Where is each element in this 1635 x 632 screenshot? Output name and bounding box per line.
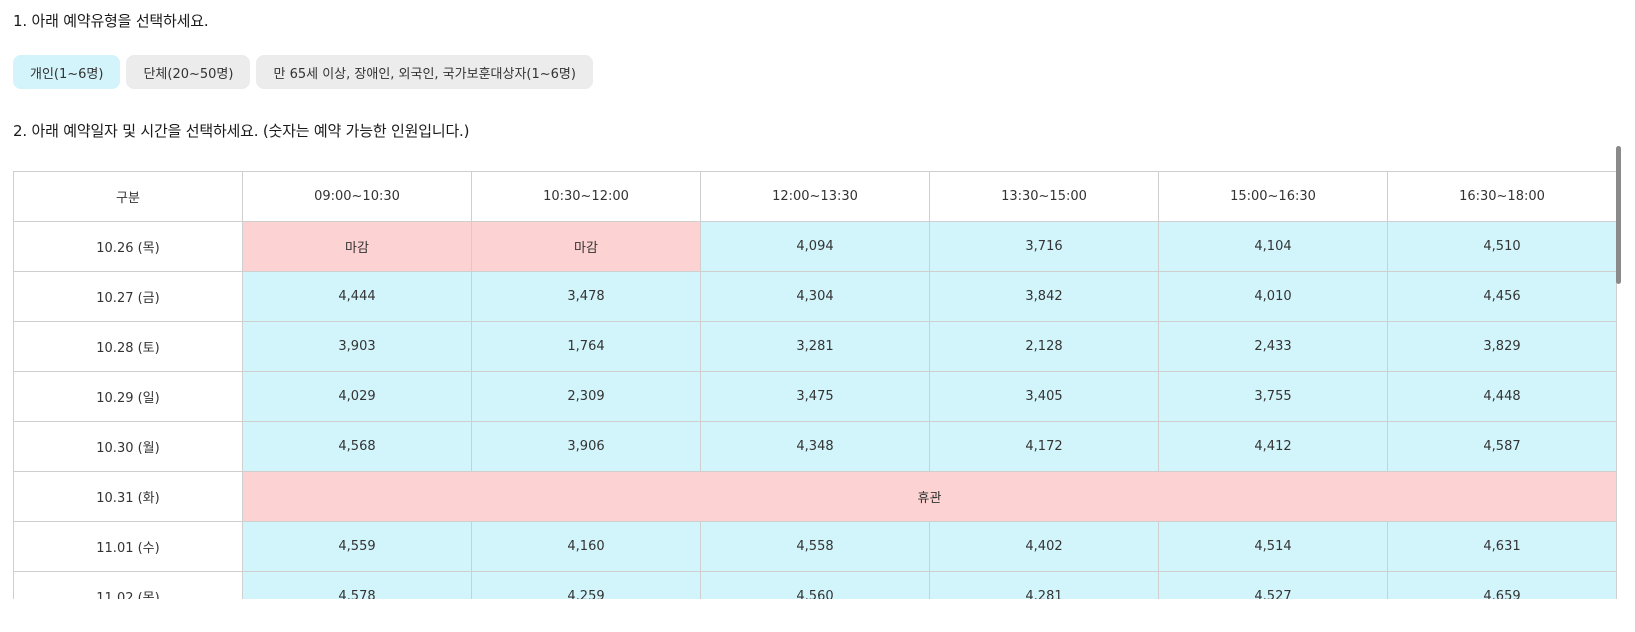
header-slot: 09:00~10:30 [242,171,472,222]
slot-available-cell[interactable]: 4,578 [242,571,472,599]
slot-available-cell[interactable]: 3,716 [929,221,1159,272]
header-slot: 15:00~16:30 [1158,171,1388,222]
slot-available-cell[interactable]: 4,402 [929,521,1159,572]
slot-available-cell[interactable]: 4,558 [700,521,930,572]
slot-available-cell[interactable]: 4,631 [1387,521,1617,572]
header-slot: 16:30~18:00 [1387,171,1617,222]
slot-available-cell[interactable]: 4,412 [1158,421,1388,472]
table-row: 10.27 (금) 4,444 3,478 4,304 3,842 4,010 4,456 [13,271,1617,322]
slot-available-cell[interactable]: 4,568 [242,421,472,472]
reservation-type-group: 개인(1~6명) 단체(20~50명) 만 65세 이상, 장애인, 외국인, … [13,55,593,89]
slot-available-cell[interactable]: 3,281 [700,321,930,372]
row-date: 10.27 (금) [13,271,243,322]
slot-available-cell[interactable]: 4,587 [1387,421,1617,472]
table-row: 10.30 (월) 4,568 3,906 4,348 4,172 4,412 4,587 [13,421,1617,472]
row-date: 10.28 (토) [13,321,243,372]
schedule-table: 구분 09:00~10:30 10:30~12:00 12:00~13:30 1… [13,171,1617,599]
header-slot: 13:30~15:00 [929,171,1159,222]
slot-available-cell[interactable]: 4,560 [700,571,930,599]
slot-available-cell[interactable]: 4,160 [471,521,701,572]
type-priority-button[interactable]: 만 65세 이상, 장애인, 외국인, 국가보훈대상자(1~6명) [256,55,593,89]
slot-available-cell[interactable]: 3,478 [471,271,701,322]
slot-available-cell[interactable]: 4,029 [242,371,472,422]
slot-available-cell[interactable]: 3,906 [471,421,701,472]
step1-title: 1. 아래 예약유형을 선택하세요. [13,12,209,30]
slot-available-cell[interactable]: 4,304 [700,271,930,322]
slot-available-cell[interactable]: 4,659 [1387,571,1617,599]
slot-available-cell[interactable]: 1,764 [471,321,701,372]
table-row: 11.01 (수) 4,559 4,160 4,558 4,402 4,514 4,631 [13,521,1617,572]
slot-available-cell[interactable]: 3,829 [1387,321,1617,372]
slot-available-cell[interactable]: 4,514 [1158,521,1388,572]
type-group-button[interactable]: 단체(20~50명) [126,55,251,89]
slot-available-cell[interactable]: 3,903 [242,321,472,372]
slot-available-cell[interactable]: 4,456 [1387,271,1617,322]
slot-available-cell[interactable]: 3,842 [929,271,1159,322]
slot-available-cell[interactable]: 4,448 [1387,371,1617,422]
slot-available-cell[interactable]: 2,309 [471,371,701,422]
slot-available-cell[interactable]: 4,281 [929,571,1159,599]
row-date: 10.30 (월) [13,421,243,472]
slot-closed-cell: 마감 [242,221,472,272]
slot-available-cell[interactable]: 4,010 [1158,271,1388,322]
slot-available-cell[interactable]: 4,094 [700,221,930,272]
schedule-table-container: 구분 09:00~10:30 10:30~12:00 12:00~13:30 1… [13,171,1617,599]
slot-available-cell[interactable]: 3,755 [1158,371,1388,422]
slot-available-cell[interactable]: 4,172 [929,421,1159,472]
row-date: 10.26 (목) [13,221,243,272]
header-slot: 12:00~13:30 [700,171,930,222]
slot-available-cell[interactable]: 4,527 [1158,571,1388,599]
table-scrollbar[interactable] [1616,146,1621,284]
table-row: 10.31 (화) 휴관 [13,471,1617,522]
header-slot: 10:30~12:00 [471,171,701,222]
slot-available-cell[interactable]: 3,475 [700,371,930,422]
slot-available-cell[interactable]: 3,405 [929,371,1159,422]
table-row: 11.02 (목) 4,578 4,259 4,560 4,281 4,527 4,659 [13,571,1617,599]
slot-available-cell[interactable]: 4,510 [1387,221,1617,272]
holiday-cell: 휴관 [242,471,1617,522]
slot-available-cell[interactable]: 4,348 [700,421,930,472]
slot-available-cell[interactable]: 4,444 [242,271,472,322]
header-category: 구분 [13,171,243,222]
row-date: 11.01 (수) [13,521,243,572]
row-date: 10.29 (일) [13,371,243,422]
table-row: 10.26 (목) 마감 마감 4,094 3,716 4,104 4,510 [13,221,1617,272]
slot-available-cell[interactable]: 4,559 [242,521,472,572]
row-date: 10.31 (화) [13,471,243,522]
table-header-row: 구분 09:00~10:30 10:30~12:00 12:00~13:30 1… [13,171,1617,222]
slot-closed-cell: 마감 [471,221,701,272]
slot-available-cell[interactable]: 4,104 [1158,221,1388,272]
slot-available-cell[interactable]: 4,259 [471,571,701,599]
slot-available-cell[interactable]: 2,128 [929,321,1159,372]
type-individual-button[interactable]: 개인(1~6명) [13,55,121,89]
table-row: 10.29 (일) 4,029 2,309 3,475 3,405 3,755 4,448 [13,371,1617,422]
row-date: 11.02 (목) [13,571,243,599]
table-row: 10.28 (토) 3,903 1,764 3,281 2,128 2,433 3,829 [13,321,1617,372]
step2-title: 2. 아래 예약일자 및 시간을 선택하세요. (숫자는 예약 가능한 인원입니… [13,122,470,140]
slot-available-cell[interactable]: 2,433 [1158,321,1388,372]
